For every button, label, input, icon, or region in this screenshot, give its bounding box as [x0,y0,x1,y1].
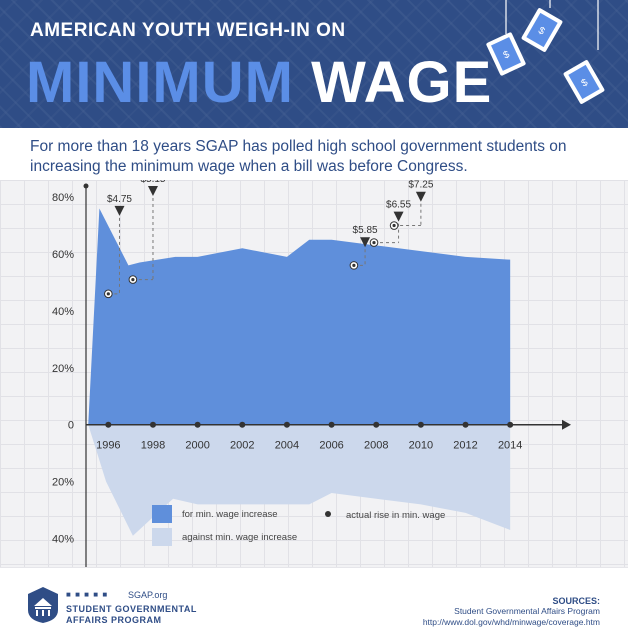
area-chart: 1996 1998 2000 2002 2004 2006 2008 2010 2012 2014… [52,180,571,567]
x-tick-label: 2008 [364,440,388,452]
wage-rise-point-center [392,223,396,228]
series-areas [88,208,511,536]
org-line-2: AFFAIRS PROGRAM [66,615,162,625]
legend-label: for min. wage increase [182,509,278,520]
x-tick-dot [283,421,290,428]
title-top: AMERICAN YOUTH WEIGH-IN ON [30,20,346,41]
svg-text:$: $ [502,49,512,62]
y-tick-label: 40% [52,306,74,318]
x-tick-label: 2014 [498,440,522,452]
x-tick-label: 1996 [96,440,120,452]
chart-area: 1996 1998 2000 2002 2004 2006 2008 2010 2012 2014… [0,180,628,567]
svg-text:$: $ [536,25,547,38]
footer: ■ ■ ■ ■ ■ SGAP.org STUDENT GOVERNMENTAL … [0,567,628,642]
x-tick-label: 1998 [141,440,165,452]
page-title: MINIMUM WAGE [26,50,492,116]
x-tick-dot [105,421,112,428]
tick-labels: 1996 1998 2000 2002 2004 2006 2008 2010 2012 2014… [52,192,522,545]
wage-rise-marker-icon [114,205,125,216]
facebook-icon[interactable]: ■ [66,590,72,599]
header-banner: AMERICAN YOUTH WEIGH-IN ON MINIMUM WAGE … [0,0,628,128]
intro-text: For more than 18 years SGAP has polled h… [30,138,567,175]
wage-rise-marker-icon [360,237,371,248]
org-line-1: STUDENT GOVERNMENTAL [66,604,197,614]
series-for-area [88,208,511,425]
wage-rise-point-center [131,277,135,282]
x-tick-dot [149,421,156,428]
x-tick-dot [507,421,514,428]
svg-text:$: $ [580,77,591,90]
chart-legend: for min. wage increase actual rise in min… [152,505,445,546]
wage-rise-point-center [372,241,376,245]
sources-line-1: Student Governmental Affairs Program [454,606,600,616]
org-name: STUDENT GOVERNMENTAL AFFAIRS PROGRAM [66,604,197,626]
sources: SOURCES: Student Governmental Affairs Pr… [423,596,600,628]
wage-rise-markers: $4.75 $5.15 $5.85 $6.55 $7.25 [104,180,434,299]
sgap-logo [28,587,58,623]
site-link[interactable]: SGAP.org [128,590,168,600]
x-tick-dot [462,421,469,428]
y-tick-label: 60% [52,249,74,261]
x-tick-label: 2002 [230,440,254,452]
sources-heading: SOURCES: [552,596,600,606]
legend-label: against min. wage increase [182,532,297,543]
title-word-wage: WAGE [311,50,493,115]
x-tick-label: 2004 [275,440,299,452]
title-word-minimum: MINIMUM [26,50,294,115]
x-tick-dot [417,421,424,428]
axes [83,183,571,567]
wage-rise-label: $5.85 [353,225,378,236]
hanging-bill-icon: $ $ $ [486,0,605,104]
wage-rise-label: $7.25 [408,180,433,191]
x-tick-dot [194,421,201,428]
wage-rise-point-center [352,263,356,267]
legend-swatch [152,505,172,523]
twitter-icon[interactable]: ■ [75,590,81,599]
wage-rise-label: $4.75 [107,194,132,205]
youtube-icon[interactable]: ■ [102,590,109,599]
sources-line-2[interactable]: http://www.dol.gov/whd/minwage/coverage.… [422,617,600,627]
legend-swatch [152,528,172,546]
x-tick-dot [328,421,335,428]
wage-rise-marker-icon [415,191,426,202]
x-tick-label: 2000 [185,440,209,452]
y-tick-label: 40% [52,534,74,546]
linkedin-icon[interactable]: ■ [93,590,100,599]
y-tick-label: 0 [68,420,74,432]
wage-rise-marker-icon [147,186,158,196]
wage-rise-point-center [106,292,110,296]
legend-label: actual rise in min. wage [346,510,445,521]
x-tick-dot [239,421,246,428]
wage-rise-label: $6.55 [386,200,411,211]
y-tick-label: 80% [52,192,74,204]
x-tick-dot [373,421,380,428]
social-icons: ■ ■ ■ ■ ■ [66,590,108,599]
x-tick-label: 2006 [319,440,343,452]
legend-dot [325,511,331,517]
y-tick-label: 20% [52,477,74,489]
x-axis-arrow [562,419,571,430]
y-tick-label: 20% [52,363,74,375]
x-tick-label: 2010 [409,440,433,452]
series-against-area [88,424,511,536]
wage-rise-label: $5.15 [140,180,165,185]
instagram-icon[interactable]: ■ [84,590,90,599]
y-axis-top-dot [83,183,89,189]
wage-rise-marker-icon [393,211,404,222]
x-tick-label: 2012 [453,440,477,452]
